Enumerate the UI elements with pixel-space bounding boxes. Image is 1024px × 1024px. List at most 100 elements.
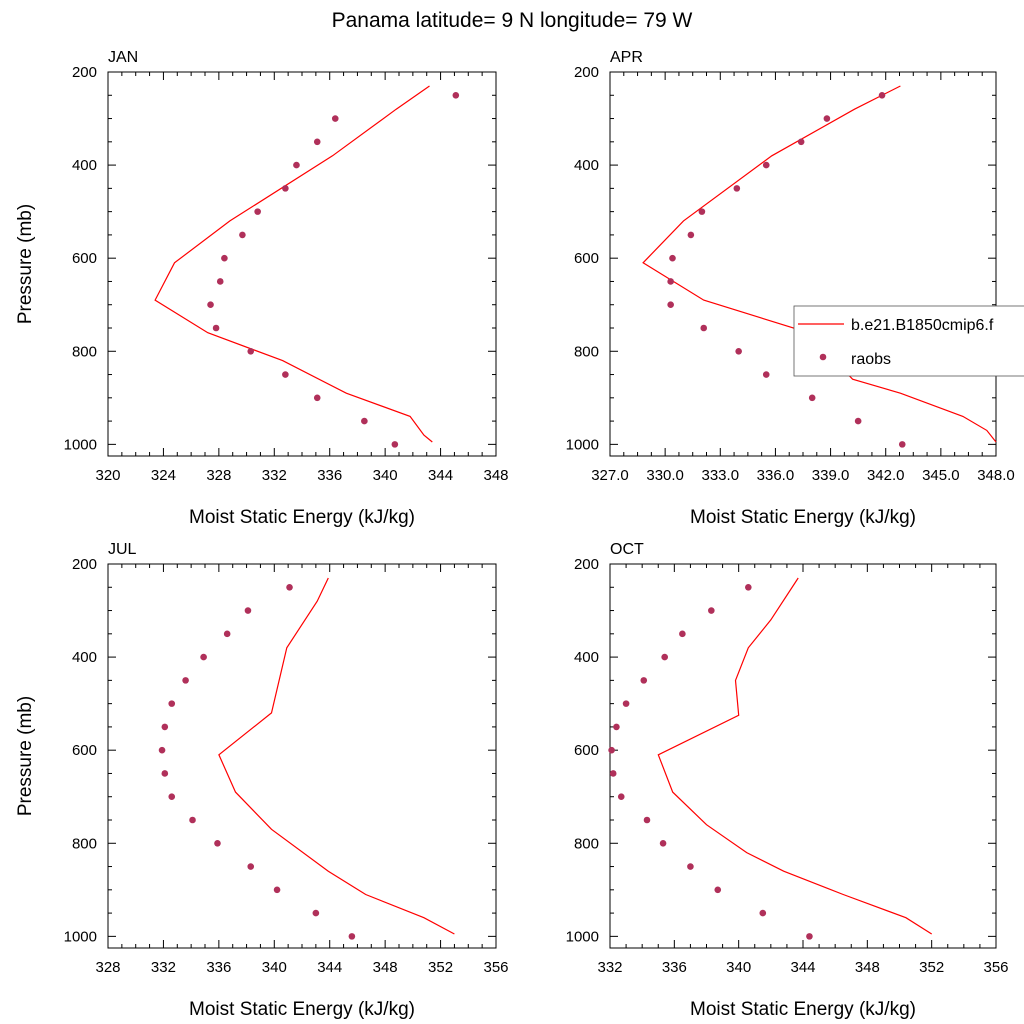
raobs-point (898, 441, 906, 448)
raobs-point (708, 607, 715, 614)
y-tick-label: 200 (72, 64, 97, 81)
raobs-point (452, 91, 460, 99)
plot-frame (107, 71, 497, 457)
x-axis-label: Moist Static Energy (kJ/kg) (189, 507, 415, 528)
model-profile-line (154, 85, 433, 443)
y-tick-label: 200 (574, 64, 599, 81)
raobs-point (667, 301, 674, 309)
model-profile-line (642, 85, 997, 443)
raobs-point (640, 677, 648, 684)
raobs-point (216, 278, 224, 285)
x-tick-label: 332 (151, 959, 176, 976)
raobs-point (212, 324, 220, 332)
raobs-point (313, 138, 321, 146)
legend-label-model: b.e21.B1850cmip6.f (851, 317, 994, 334)
panels-group: JAN 320 324 328 332 336 340 344 348 200 400 600 800 1… (15, 49, 1024, 1020)
raobs-point (797, 138, 805, 146)
y-tick-label: 400 (72, 157, 97, 174)
raobs-point (617, 793, 625, 801)
y-tick-label: 800 (72, 835, 97, 852)
y-axis-label: Pressure (mb) (15, 696, 36, 816)
y-tick-label: 200 (574, 556, 599, 573)
panel-label: JAN (108, 49, 138, 66)
x-tick-label: 348 (373, 959, 398, 976)
raobs-point (161, 770, 169, 777)
x-tick-label: 332 (597, 959, 622, 976)
y-tick-label: 600 (72, 250, 97, 267)
raobs-point (273, 886, 281, 894)
x-tick-label: 332 (262, 467, 287, 484)
y-tick-label: 400 (574, 157, 599, 174)
x-tick-label: 352 (428, 959, 453, 976)
raobs-point (661, 653, 668, 661)
raobs-point (286, 583, 293, 591)
x-tick-label: 336 (662, 959, 687, 976)
x-tick-label: 344 (428, 467, 453, 484)
raobs-point (223, 630, 231, 638)
x-tick-label: 328 (95, 959, 120, 976)
y-tick-label: 400 (72, 649, 97, 666)
raobs-point (282, 371, 289, 378)
raobs-point (854, 417, 862, 425)
y-tick-label: 1000 (566, 436, 599, 453)
raobs-point (823, 115, 831, 122)
raobs-point (667, 278, 674, 285)
x-tick-label: 327.0 (591, 467, 629, 484)
raobs-point (200, 653, 207, 661)
raobs-point (254, 208, 261, 215)
y-tick-label: 1000 (566, 928, 599, 945)
raobs-point (806, 933, 813, 940)
x-tick-label: 340 (373, 467, 398, 484)
panel-jan: JAN 320 324 328 332 336 340 344 348 200 400 600 800 1… (15, 49, 509, 528)
raobs-point (214, 839, 221, 847)
raobs-point (735, 347, 742, 355)
raobs-point (759, 909, 767, 917)
x-tick-label: 340 (726, 959, 751, 976)
raobs-point (247, 863, 255, 870)
raobs-point (609, 770, 617, 777)
raobs-point (643, 816, 651, 824)
panel-oct: OCT 332 336 340 344 348 352 356 200 400 600 800 1000… (566, 541, 1009, 1020)
x-axis-label: Moist Static Energy (kJ/kg) (690, 999, 916, 1020)
raobs-point (158, 746, 166, 754)
y-tick-label: 1000 (64, 436, 97, 453)
x-tick-label: 356 (983, 959, 1008, 976)
x-tick-label: 336 (206, 959, 231, 976)
raobs-point (745, 583, 752, 591)
x-tick-label: 330.0 (646, 467, 684, 484)
raobs-point (659, 839, 667, 847)
x-axis-label: Moist Static Energy (kJ/kg) (189, 999, 415, 1020)
raobs-point (239, 231, 246, 239)
y-tick-label: 400 (574, 649, 599, 666)
plot-frame (107, 563, 497, 949)
raobs-point (687, 863, 694, 870)
raobs-point (733, 185, 741, 192)
x-tick-label: 336.0 (757, 467, 795, 484)
x-tick-label: 348.0 (977, 467, 1015, 484)
x-tick-label: 348 (483, 467, 508, 484)
raobs-point (161, 723, 169, 731)
x-tick-label: 336 (317, 467, 342, 484)
legend-label-raobs: raobs (851, 351, 891, 368)
raobs-point (168, 793, 176, 801)
x-tick-label: 340 (262, 959, 287, 976)
raobs-point (221, 254, 228, 262)
raobs-point (189, 816, 196, 824)
raobs-point (679, 630, 686, 638)
x-tick-label: 352 (919, 959, 944, 976)
model-profile-line (657, 577, 933, 935)
raobs-point (700, 324, 708, 332)
panel-label: OCT (610, 541, 644, 558)
raobs-point (698, 208, 706, 215)
raobs-point (613, 723, 620, 731)
raobs-point (808, 394, 816, 402)
y-tick-label: 800 (72, 343, 97, 360)
x-axis-label: Moist Static Energy (kJ/kg) (690, 507, 916, 528)
raobs-point (207, 301, 214, 309)
raobs-point (391, 441, 399, 448)
y-tick-label: 600 (72, 742, 97, 759)
raobs-point (312, 909, 320, 917)
y-tick-label: 800 (574, 343, 599, 360)
raobs-point (669, 254, 676, 262)
